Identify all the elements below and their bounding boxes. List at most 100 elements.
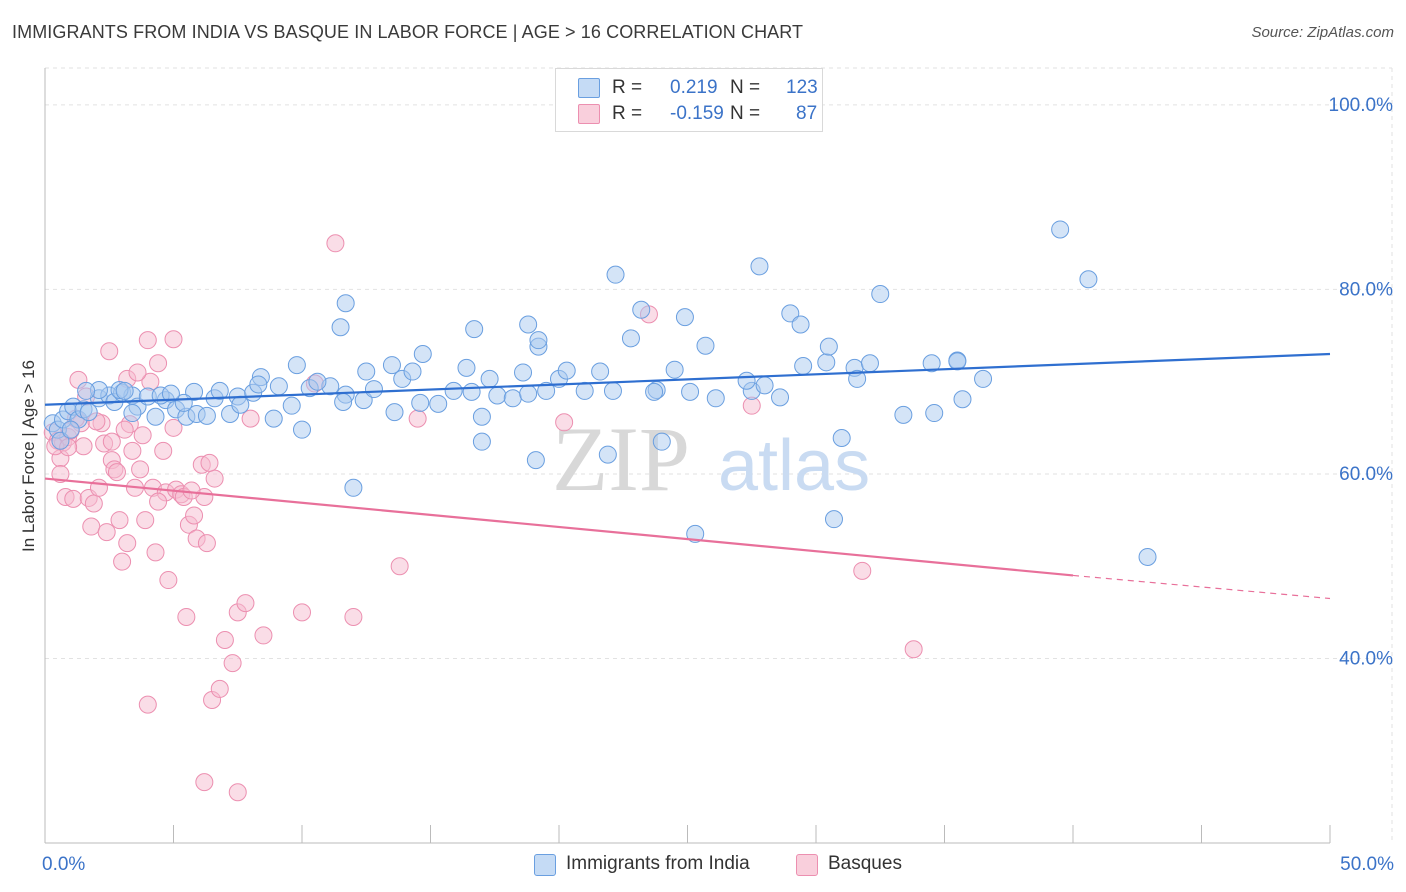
- india-point: [472, 407, 491, 426]
- basques-point: [51, 464, 70, 483]
- india-point: [457, 358, 476, 377]
- india-point: [403, 362, 422, 381]
- india-point: [465, 320, 484, 339]
- x-tick-labels: 0.0% 50.0%: [42, 854, 1394, 875]
- india-point: [161, 384, 180, 403]
- basques-point: [205, 469, 224, 488]
- legend-swatch-basques: [578, 104, 600, 124]
- india-point: [526, 451, 545, 470]
- basques-point: [236, 594, 255, 613]
- india-point: [1138, 547, 1157, 566]
- india-point: [529, 331, 548, 350]
- india-points: [43, 220, 1157, 566]
- basques-point: [200, 453, 219, 472]
- basques-point: [97, 523, 116, 542]
- india-point: [231, 395, 250, 414]
- india-point: [794, 357, 813, 376]
- basques-trend-line: [44, 477, 1074, 577]
- india-point: [557, 361, 576, 380]
- basques-point: [74, 437, 93, 456]
- basques-point: [215, 631, 234, 650]
- india-point: [755, 376, 774, 395]
- india-point: [462, 382, 481, 401]
- india-point: [645, 382, 664, 401]
- legend-swatch-india: [578, 78, 600, 98]
- legend-label-basques: Basques: [828, 853, 902, 874]
- india-point: [269, 377, 288, 396]
- legend-label-india: Immigrants from India: [566, 853, 750, 874]
- chart-title: IMMIGRANTS FROM INDIA VS BASQUE IN LABOR…: [12, 22, 804, 42]
- india-point: [750, 257, 769, 276]
- india-point: [519, 384, 538, 403]
- india-point: [488, 386, 507, 405]
- india-point: [331, 318, 350, 337]
- india-point: [503, 389, 522, 408]
- legend-r-label: R =: [612, 103, 643, 124]
- basques-point: [210, 679, 229, 698]
- india-point: [519, 315, 538, 334]
- india-point: [591, 362, 610, 381]
- basques-point: [164, 330, 183, 349]
- india-point: [385, 403, 404, 422]
- india-point: [123, 404, 142, 423]
- india-point: [675, 308, 694, 327]
- basques-point: [110, 511, 129, 530]
- india-point: [293, 420, 311, 439]
- basques-point: [131, 460, 150, 479]
- basques-point: [64, 489, 83, 508]
- correlation-legend: R = 0.219 N = 123 R = -0.159 N = 87: [555, 68, 823, 132]
- india-point: [606, 265, 625, 284]
- legend-r-value: 0.219: [670, 77, 718, 98]
- india-point: [77, 381, 96, 400]
- basques-point: [154, 441, 173, 460]
- basques-point: [390, 557, 409, 576]
- india-point: [819, 337, 838, 356]
- basques-point: [326, 234, 345, 253]
- india-point: [537, 381, 556, 400]
- india-point: [344, 478, 363, 497]
- basques-point: [136, 511, 155, 530]
- basques-point: [228, 783, 247, 802]
- india-point: [249, 375, 268, 394]
- india-point: [146, 407, 165, 426]
- india-point: [575, 381, 594, 400]
- basques-point: [102, 432, 121, 451]
- basques-point: [123, 441, 142, 460]
- series-legend: Immigrants from India Basques: [0, 852, 1406, 878]
- india-point: [287, 356, 306, 375]
- india-point: [665, 360, 684, 379]
- basques-trend-extension: [1072, 574, 1331, 600]
- india-point: [336, 294, 355, 313]
- watermark: ZIP atlas: [552, 408, 870, 510]
- india-point: [598, 445, 617, 464]
- legend-n-label: N =: [730, 77, 761, 98]
- india-point: [848, 369, 867, 388]
- basques-point: [344, 607, 363, 626]
- india-point: [514, 363, 533, 382]
- watermark-zip: ZIP: [552, 408, 690, 510]
- y-tick-label: 80.0%: [1339, 279, 1393, 300]
- india-point: [922, 354, 941, 373]
- india-point: [282, 396, 301, 415]
- basques-point: [904, 640, 923, 659]
- trend-lines: [44, 352, 1331, 600]
- india-point: [791, 315, 810, 334]
- basques-point: [115, 420, 134, 439]
- basques-point: [107, 463, 126, 482]
- basques-point: [853, 561, 872, 580]
- y-tick-label: 60.0%: [1339, 464, 1393, 485]
- x-tick-label: 0.0%: [42, 854, 85, 875]
- basques-point: [146, 543, 165, 562]
- india-point: [357, 362, 376, 381]
- basques-point: [185, 506, 204, 525]
- basques-point: [149, 354, 168, 373]
- basques-point: [159, 571, 178, 590]
- india-point: [603, 381, 622, 400]
- basques-point: [138, 695, 157, 714]
- legend-swatch-india: [534, 854, 556, 876]
- basques-point: [182, 481, 201, 500]
- basques-point: [138, 331, 157, 350]
- india-point: [308, 372, 327, 391]
- india-point: [706, 389, 725, 408]
